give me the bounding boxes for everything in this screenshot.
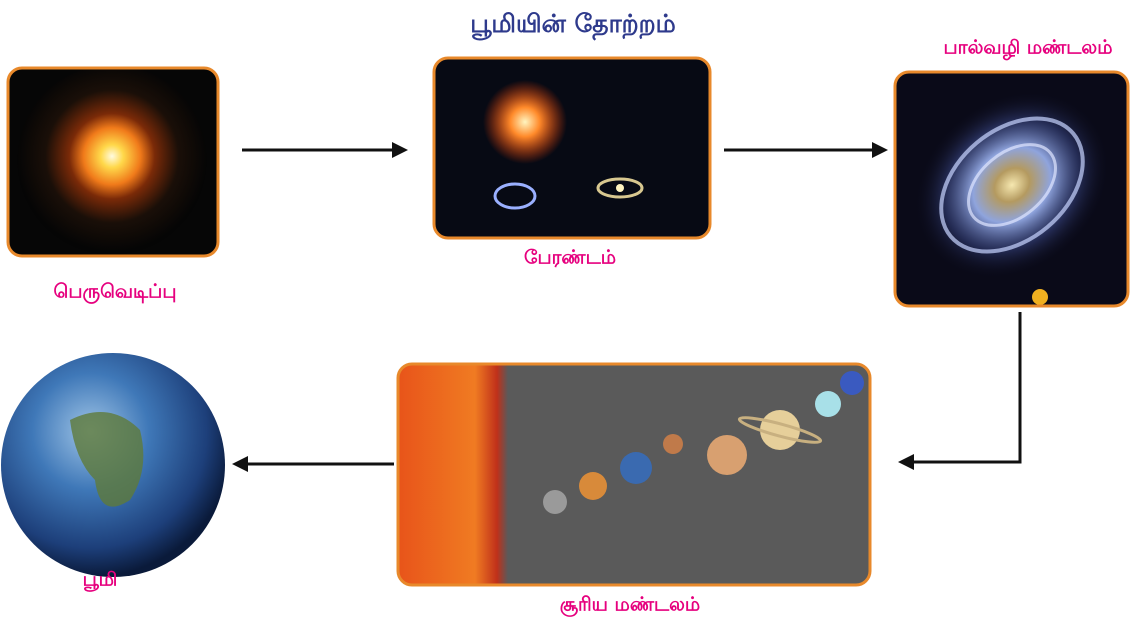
node-label: பெருவெடிப்பு xyxy=(54,281,177,305)
node-label: பேரண்டம் xyxy=(524,247,616,269)
node-label: சூரிய மண்டலம் xyxy=(560,594,700,618)
node-label: பூமி xyxy=(83,569,118,593)
node-label: பால்வழி மண்டலம் xyxy=(944,37,1113,61)
galaxy-image xyxy=(877,52,1137,317)
solar-system-image xyxy=(398,364,870,585)
diagram: பூமியின் தோற்றம் பெருவெடிப்பு பேரண்டம் ப… xyxy=(0,0,1137,619)
big-bang-image xyxy=(8,65,218,256)
title: பூமியின் தோற்றம் xyxy=(470,9,676,41)
universe-image xyxy=(434,58,710,238)
